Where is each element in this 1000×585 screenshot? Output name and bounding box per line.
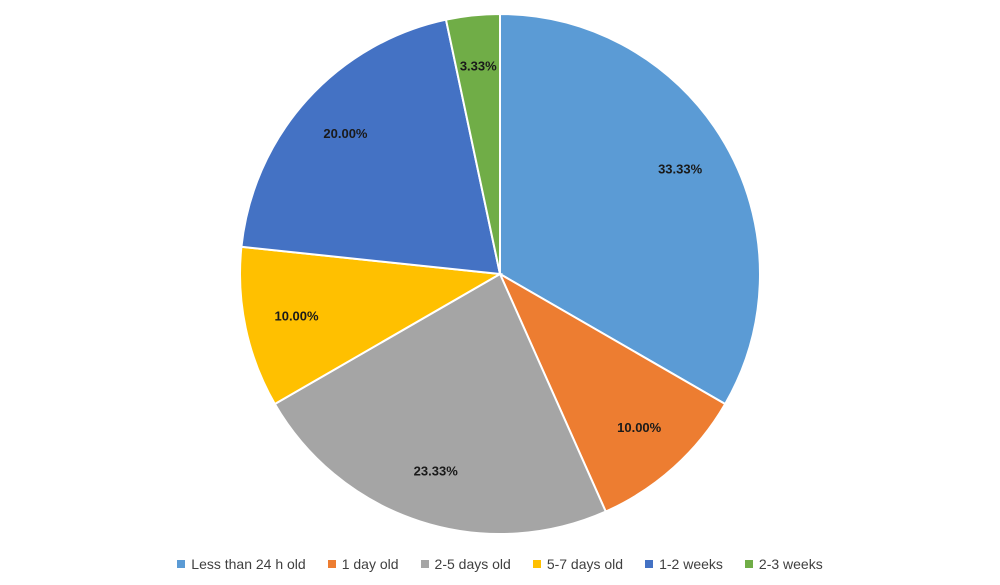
pie-slice-5 xyxy=(444,12,501,275)
chart-legend: Less than 24 h old 1 day old 2-5 days old 5… xyxy=(0,553,1000,575)
pie-data-labels: 33.33% 10.00% 23.33% 10.00% 20.00% 3.33% xyxy=(274,59,702,479)
data-label-3: 10.00% xyxy=(274,309,319,324)
legend-swatch-5 xyxy=(744,560,753,568)
legend-item-1: 1 day old xyxy=(327,556,399,572)
legend-label-3: 5-7 days old xyxy=(546,556,624,572)
pie-slices xyxy=(239,12,761,535)
legend-label-1: 1 day old xyxy=(341,556,399,572)
data-label-1: 10.00% xyxy=(617,420,662,435)
legend-item-5: 2-3 weeks xyxy=(744,556,823,572)
legend-item-2: 2-5 days old xyxy=(420,556,511,572)
legend-swatch-0 xyxy=(177,560,186,568)
data-label-2: 23.33% xyxy=(414,463,459,478)
pie-slice-4 xyxy=(240,18,502,276)
data-label-4: 20.00% xyxy=(323,126,368,141)
legend-swatch-3 xyxy=(532,560,541,568)
legend-swatch-4 xyxy=(645,560,654,568)
legend-swatch-2 xyxy=(420,560,429,568)
legend-label-5: 2-3 weeks xyxy=(758,556,823,572)
legend-label-2: 2-5 days old xyxy=(434,556,511,572)
legend-item-0: Less than 24 h old xyxy=(177,556,306,572)
legend-swatch-1 xyxy=(327,560,336,568)
pie-slice-2 xyxy=(273,272,608,535)
pie-slice-0 xyxy=(499,12,761,406)
pie-slice-1 xyxy=(497,271,727,513)
legend-item-4: 1-2 weeks xyxy=(645,556,723,572)
data-label-5: 3.33% xyxy=(460,59,497,74)
data-label-0: 33.33% xyxy=(658,161,703,176)
legend-label-0: Less than 24 h old xyxy=(191,556,306,572)
legend-label-4: 1-2 weeks xyxy=(659,556,723,572)
legend-item-3: 5-7 days old xyxy=(532,556,624,572)
pie-slice-3 xyxy=(239,245,504,406)
